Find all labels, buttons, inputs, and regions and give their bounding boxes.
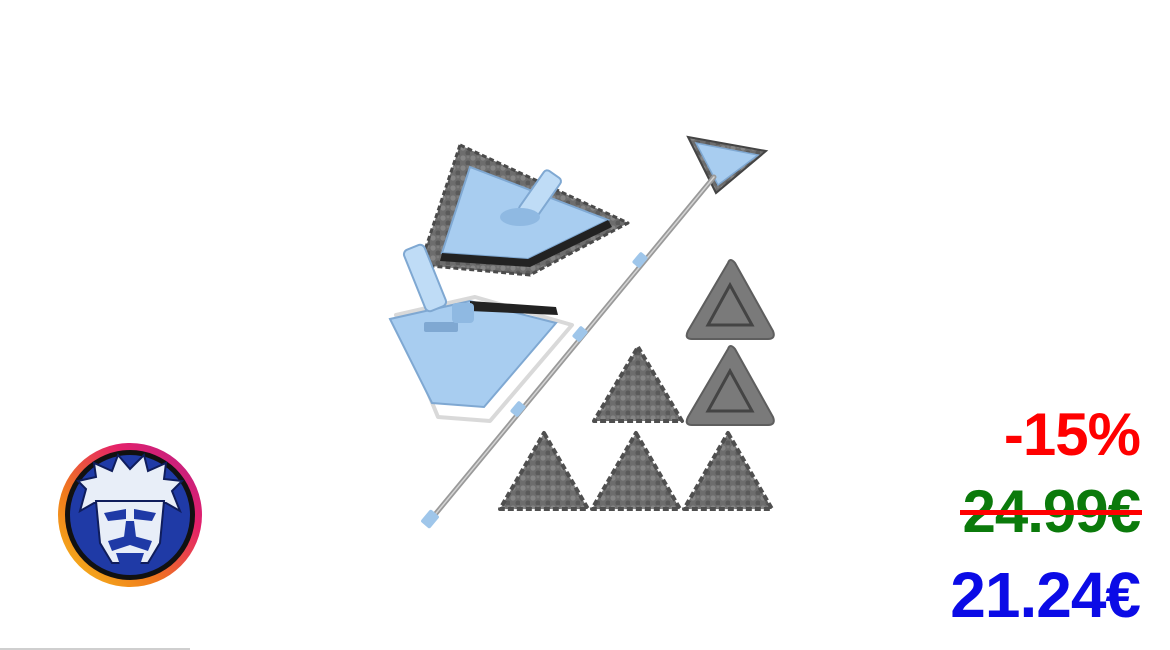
price-block: -15% 24.99€ 21.24€ (840, 398, 1140, 638)
old-price: 24.99€ (962, 472, 1140, 552)
bearded-mascot-face-icon (56, 441, 204, 589)
mop-head-top (420, 145, 628, 275)
strikethrough-line (960, 510, 1142, 515)
new-price: 21.24€ (840, 552, 1140, 638)
triangle-mop-set-image (380, 125, 790, 535)
discount-badge: -15% (840, 398, 1140, 472)
